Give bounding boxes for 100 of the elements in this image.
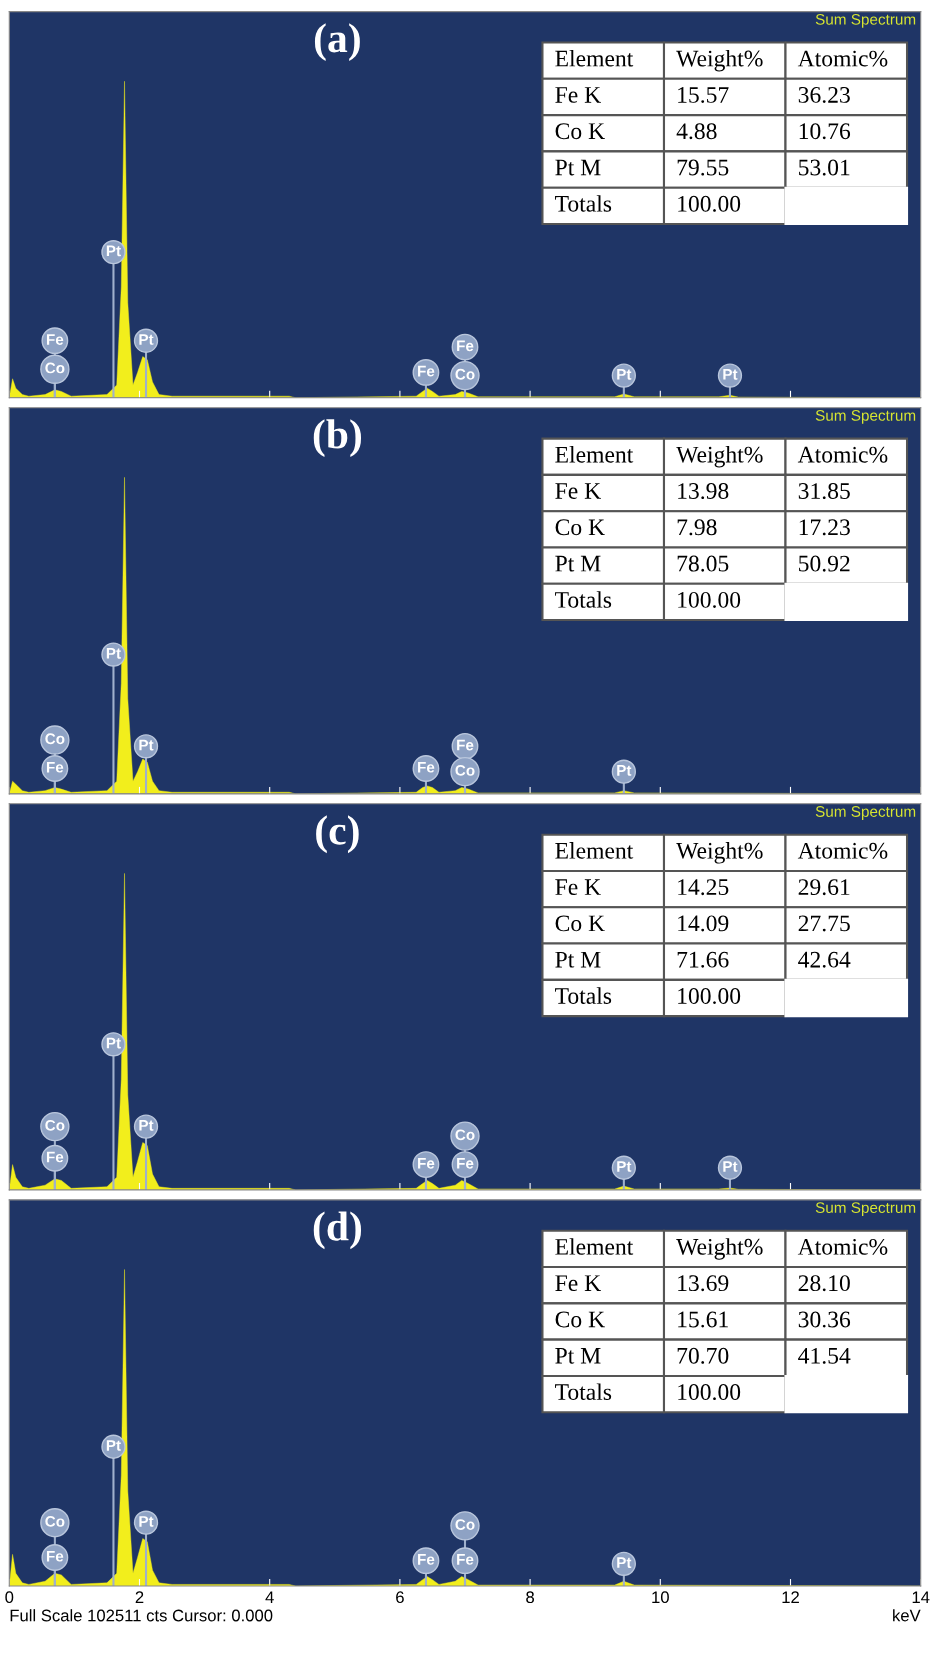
annotation: 100.00 (678, 1384, 741, 1401)
annotation: Co (455, 368, 475, 380)
annotation: Co (455, 764, 475, 776)
annotation: Pt (617, 765, 632, 776)
annotation: Fe K (555, 483, 601, 499)
annotation: Pt M (555, 159, 601, 176)
x-tick-label: 12 (782, 1591, 799, 1603)
text: Weight% (676, 446, 763, 468)
annotation: Pt (139, 1120, 154, 1131)
annotation: 10.76 (799, 123, 851, 140)
x-tick-label: 2 (135, 1591, 144, 1603)
annotation: Totals (555, 1383, 612, 1401)
text: Atomic% (797, 842, 888, 859)
text: Sum Spectrum (815, 806, 916, 820)
annotation: 100.00 (678, 987, 741, 1005)
annotation: Pt (723, 1161, 738, 1172)
annotation: 17.23 (799, 519, 850, 536)
annotation: Pt (617, 1557, 632, 1568)
text: Element (555, 49, 634, 67)
text: Sum Spectrum (815, 410, 916, 424)
text: Element (555, 842, 634, 859)
annotation: Pt (106, 1440, 121, 1451)
annotation: Pt M (555, 555, 601, 572)
annotation: 28.10 (798, 1275, 850, 1292)
annotation: 27.75 (798, 915, 850, 932)
annotation: Fe (457, 739, 474, 751)
annotation: Fe (46, 1151, 64, 1163)
text: Element (555, 1238, 634, 1255)
annotation: Co K (555, 123, 605, 140)
chart-title: (d) (313, 1211, 362, 1250)
annotation: Pt (139, 334, 154, 345)
annotation: Fe (457, 340, 474, 352)
annotation: Co (45, 362, 65, 374)
annotation: Pt (723, 369, 738, 380)
annotation: Fe K (555, 87, 601, 103)
text: Weight% (676, 49, 763, 72)
annotation: 15.61 (678, 1311, 728, 1328)
text: Weight% (676, 842, 763, 864)
annotation: Fe (457, 1554, 474, 1565)
annotation: 31.85 (798, 483, 850, 500)
annotation: 78.05 (677, 555, 729, 572)
annotation: 100.00 (678, 591, 741, 608)
annotation: Pt (106, 245, 121, 257)
x-tick-label: 8 (526, 1591, 535, 1604)
annotation: 14.09 (678, 915, 729, 932)
annotation: 29.61 (798, 879, 850, 896)
annotation: Totals (555, 195, 612, 212)
x-axis-title: keV (893, 1609, 921, 1622)
annotation: Pt (617, 1161, 632, 1172)
annotation: Fe (457, 1158, 474, 1169)
annotation: Co (455, 1129, 475, 1141)
annotation: Fe (418, 761, 435, 773)
text: Full Scale 102511 cts Cursor: 0.000 (10, 1609, 273, 1622)
annotation: Fe (418, 365, 435, 377)
annotation: Co (45, 733, 65, 745)
annotation: 53.01 (799, 159, 850, 176)
annotation: Pt (617, 369, 632, 380)
chart-title: (a) (314, 23, 360, 61)
annotation: 13.69 (678, 1275, 729, 1292)
annotation: Fe (46, 334, 64, 345)
annotation: 7.98 (677, 519, 717, 536)
annotation: 41.54 (798, 1347, 851, 1364)
annotation: 42.64 (798, 951, 851, 968)
x-tick-label: 0 (5, 1591, 14, 1604)
x-tick-label: 10 (652, 1591, 669, 1604)
annotation: Co K (555, 915, 605, 932)
text: Weight% (676, 1238, 763, 1260)
text: Atomic% (797, 50, 888, 67)
chart-title: (b) (313, 419, 362, 458)
annotation: 70.70 (677, 1347, 729, 1364)
annotation: 14.25 (678, 879, 729, 896)
text: Element (555, 446, 634, 463)
annotation: Fe K (555, 879, 601, 896)
annotation: Pt (106, 1037, 121, 1049)
annotation: 30.36 (798, 1311, 851, 1328)
annotation: 36.23 (798, 86, 850, 103)
annotation: Co K (555, 1311, 605, 1328)
annotation: Fe (46, 1550, 64, 1562)
annotation: Pt M (555, 1348, 601, 1364)
annotation: Fe K (555, 1275, 601, 1292)
chart-title: (c) (316, 815, 359, 854)
text: Atomic% (797, 1238, 888, 1255)
annotation: 4.88 (676, 123, 717, 140)
annotation: Fe (418, 1554, 435, 1565)
annotation: Pt (106, 648, 121, 659)
annotation: Co (45, 1119, 65, 1131)
x-tick-label: 4 (265, 1591, 274, 1603)
annotation: Totals (555, 591, 612, 608)
annotation: 50.92 (799, 555, 850, 572)
annotation: Totals (555, 987, 612, 1004)
annotation: Co K (555, 519, 605, 536)
annotation: Fe (418, 1158, 435, 1169)
annotation: Pt M (555, 951, 601, 968)
annotation: 71.66 (677, 951, 729, 968)
annotation: Pt (139, 1516, 154, 1527)
x-tick-label: 6 (396, 1591, 404, 1604)
annotation: Co (45, 1515, 65, 1527)
text: Sum Spectrum (815, 1202, 916, 1217)
annotation: 100.00 (678, 195, 741, 212)
annotation: Fe (46, 761, 64, 773)
